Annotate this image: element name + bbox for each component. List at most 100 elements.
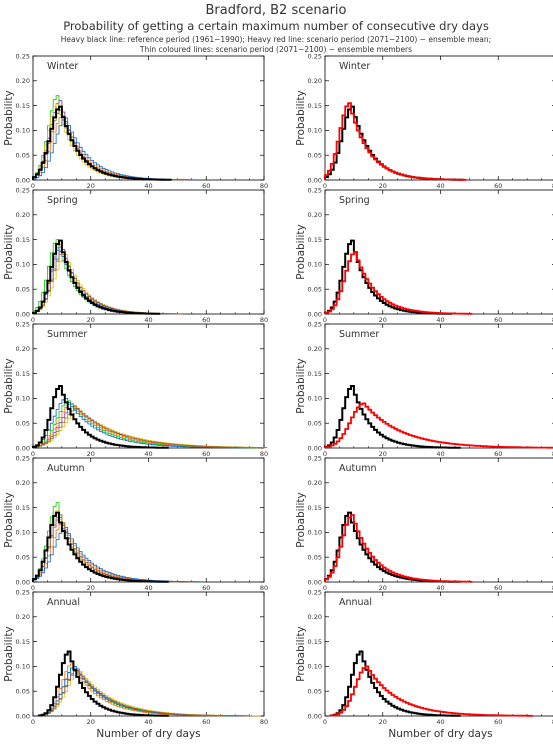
- x-tick-label: 20: [87, 718, 95, 726]
- y-tick-label: 0.25: [16, 320, 30, 328]
- plot-frame: [324, 457, 553, 583]
- y-tick-label: 0.10: [308, 663, 322, 671]
- x-tick-label: 80: [260, 584, 268, 592]
- x-tick-label: 0: [31, 718, 35, 726]
- season-label: Spring: [339, 195, 370, 206]
- panel-autumn-left: 0 20 40 60 80 0.00 0.05 0.10 0.15 0.20 0.25 Autumn P…: [3, 454, 268, 592]
- y-tick-label: 0.00: [308, 712, 322, 720]
- season-label: Autumn: [339, 463, 377, 474]
- plot-frame: [32, 189, 265, 315]
- x-tick-label: 0: [323, 182, 327, 190]
- plot-frame: [324, 323, 553, 449]
- series-mean-line: [329, 665, 533, 717]
- y-tick-label: 0.10: [16, 529, 30, 537]
- y-tick-label: 0.10: [308, 529, 322, 537]
- y-axis-label: Probability: [295, 626, 307, 682]
- y-tick-label: 0.00: [16, 578, 30, 586]
- series-mean-line: [324, 251, 473, 315]
- y-axis-label: Probability: [295, 90, 307, 146]
- series-mean-line: [324, 402, 553, 449]
- y-tick-label: 0.25: [16, 454, 30, 462]
- x-tick-label: 40: [436, 316, 444, 324]
- x-tick-label: 80: [552, 584, 553, 592]
- x-tick-label: 20: [379, 450, 387, 458]
- x-tick-label: 40: [436, 584, 444, 592]
- y-tick-label: 0.00: [16, 712, 30, 720]
- y-axis-label: Probability: [3, 90, 15, 146]
- x-tick-label: 0: [31, 584, 35, 592]
- panel-spring-left: 0 20 40 60 80 0.00 0.05 0.10 0.15 0.20 0.25 Spring P…: [3, 186, 268, 324]
- y-tick-label: 0.25: [308, 320, 322, 328]
- y-tick-label: 0.20: [16, 345, 30, 353]
- series-member-line: [32, 527, 204, 583]
- series-member-line: [32, 117, 195, 181]
- y-tick-label: 0.00: [308, 176, 322, 184]
- x-tick-label: 80: [260, 718, 268, 726]
- series-reference-line: [329, 650, 461, 717]
- x-tick-label: 20: [379, 718, 387, 726]
- x-tick-label: 20: [87, 584, 95, 592]
- x-tick-label: 0: [31, 182, 35, 190]
- y-tick-label: 0.00: [308, 310, 322, 318]
- y-tick-label: 0.00: [16, 176, 30, 184]
- y-tick-label: 0.25: [308, 186, 322, 194]
- x-tick-label: 40: [436, 450, 444, 458]
- y-tick-label: 0.10: [308, 395, 322, 403]
- y-tick-label: 0.05: [308, 286, 322, 294]
- y-axis-label: Probability: [3, 626, 15, 682]
- series-member-line: [32, 102, 163, 181]
- x-tick-label: 60: [494, 316, 502, 324]
- y-tick-label: 0.00: [308, 578, 322, 586]
- y-tick-label: 0.05: [16, 554, 30, 562]
- x-tick-label: 60: [494, 718, 502, 726]
- series-member-line: [32, 95, 178, 181]
- plot-frame: [32, 457, 265, 583]
- x-axis-label: Number of dry days: [96, 728, 200, 740]
- x-tick-label: 40: [144, 584, 152, 592]
- x-tick-label: 0: [323, 584, 327, 592]
- panel-summer-left: 0 20 40 60 80 0.00 0.05 0.10 0.15 0.20 0.25 Summer P…: [3, 320, 268, 458]
- y-axis-label: Probability: [295, 492, 307, 548]
- series-mean-line: [324, 102, 467, 181]
- x-tick-label: 80: [260, 182, 268, 190]
- series-reference-line: [324, 105, 464, 181]
- season-label: Annual: [339, 597, 372, 608]
- panel-summer-right: 0 20 40 60 80 0.00 0.05 0.10 0.15 0.20 0.25 Summer P…: [295, 320, 553, 458]
- series-reference-line: [32, 105, 172, 181]
- y-tick-label: 0.05: [308, 554, 322, 562]
- series-reference-line: [37, 650, 169, 717]
- y-tick-label: 0.05: [16, 420, 30, 428]
- x-tick-label: 60: [494, 182, 502, 190]
- figure-subtitle: Probability of getting a certain maximum…: [63, 19, 489, 33]
- y-tick-label: 0.15: [308, 638, 322, 646]
- figure-title: Bradford, B2 scenario: [205, 3, 346, 18]
- series-member-line: [32, 251, 184, 315]
- x-tick-label: 20: [87, 316, 95, 324]
- x-tick-label: 0: [31, 316, 35, 324]
- x-tick-label: 40: [436, 718, 444, 726]
- y-tick-label: 0.15: [16, 236, 30, 244]
- series-reference-line: [324, 385, 461, 449]
- panel-annual-left: 0 20 40 60 80 0.00 0.05 0.10 0.15 0.20 0.25 Annual P…: [3, 588, 268, 740]
- y-tick-label: 0.20: [16, 613, 30, 621]
- season-label: Winter: [339, 61, 370, 72]
- x-tick-label: 40: [144, 450, 152, 458]
- y-tick-label: 0.25: [308, 52, 322, 60]
- x-tick-label: 80: [260, 450, 268, 458]
- x-tick-label: 20: [379, 316, 387, 324]
- y-tick-label: 0.10: [308, 127, 322, 135]
- y-tick-label: 0.25: [16, 588, 30, 596]
- season-label: Autumn: [47, 463, 85, 474]
- y-tick-label: 0.05: [308, 688, 322, 696]
- panels: 0 20 40 60 80 0.00 0.05 0.10 0.15 0.20 0.25 Winter P…: [3, 52, 553, 740]
- x-tick-label: 60: [202, 182, 210, 190]
- series-reference-line: [32, 385, 169, 449]
- y-tick-label: 0.25: [308, 588, 322, 596]
- y-axis-label: Probability: [3, 358, 15, 414]
- x-tick-label: 80: [552, 450, 553, 458]
- x-tick-label: 80: [552, 718, 553, 726]
- x-tick-label: 0: [323, 450, 327, 458]
- y-tick-label: 0.10: [16, 395, 30, 403]
- panel-autumn-right: 0 20 40 60 80 0.00 0.05 0.10 0.15 0.20 0.25 Autumn P…: [295, 454, 553, 592]
- series-member-line: [32, 522, 195, 583]
